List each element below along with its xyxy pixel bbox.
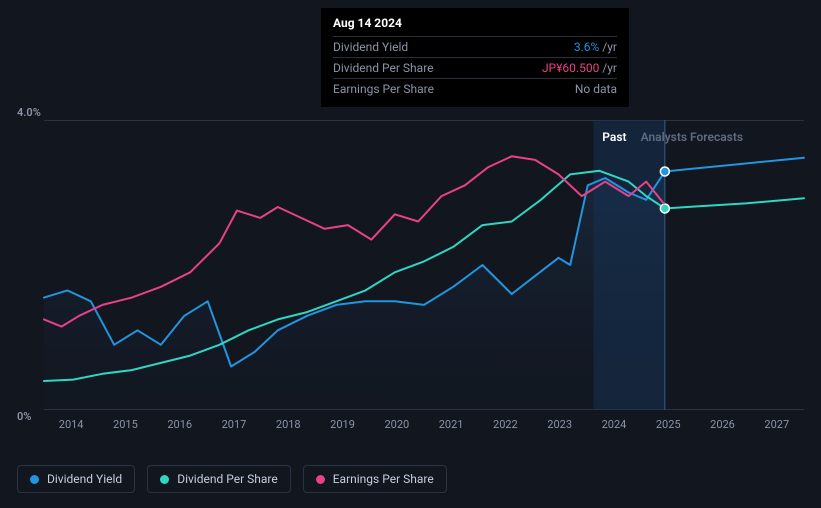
x-axis-label: 2021 xyxy=(424,418,478,436)
y-axis-label: 0% xyxy=(17,410,31,423)
legend-label: Dividend Yield xyxy=(47,472,122,486)
tooltip-row-value: JP¥60.500 /yr xyxy=(542,61,617,75)
legend-dot xyxy=(30,475,39,484)
x-axis-label: 2024 xyxy=(587,418,641,436)
tooltip-row-value: 3.6% /yr xyxy=(574,40,617,54)
chart-container: 4.0%0% Past Analysts Forecasts 201420152… xyxy=(17,106,805,436)
tooltip-row: Dividend Yield 3.6% /yr xyxy=(333,36,617,57)
tooltip-date: Aug 14 2024 xyxy=(333,16,617,30)
x-axis-label: 2018 xyxy=(261,418,315,436)
x-axis-label: 2022 xyxy=(478,418,532,436)
chart-tooltip: Aug 14 2024 Dividend Yield3.6% /yrDivide… xyxy=(321,8,629,107)
x-axis-label: 2025 xyxy=(641,418,695,436)
x-axis-label: 2023 xyxy=(533,418,587,436)
legend-item[interactable]: Earnings Per Share xyxy=(303,465,447,493)
tooltip-row: Earnings Per Share No data xyxy=(333,78,617,99)
x-axis-label: 2016 xyxy=(153,418,207,436)
period-past-label: Past xyxy=(602,130,626,144)
x-axis-label: 2026 xyxy=(695,418,749,436)
tooltip-row-label: Dividend Per Share xyxy=(333,61,434,75)
legend-label: Dividend Per Share xyxy=(177,472,278,486)
tooltip-row: Dividend Per Share JP¥60.500 /yr xyxy=(333,57,617,78)
legend-dot xyxy=(160,475,169,484)
x-axis: 2014201520162017201820192020202120222023… xyxy=(44,418,804,436)
period-forecast-label: Analysts Forecasts xyxy=(641,130,743,144)
legend-item[interactable]: Dividend Per Share xyxy=(147,465,291,493)
tooltip-row-label: Dividend Yield xyxy=(333,40,408,54)
period-labels: Past Analysts Forecasts xyxy=(602,130,743,144)
y-axis-label: 4.0% xyxy=(17,106,41,119)
tooltip-row-label: Earnings Per Share xyxy=(333,82,434,96)
x-axis-label: 2017 xyxy=(207,418,261,436)
x-axis-label: 2020 xyxy=(370,418,424,436)
legend-item[interactable]: Dividend Yield xyxy=(17,465,135,493)
legend-label: Earnings Per Share xyxy=(333,472,434,486)
x-axis-label: 2019 xyxy=(315,418,369,436)
x-axis-label: 2015 xyxy=(98,418,152,436)
legend-dot xyxy=(316,475,325,484)
chart-plot[interactable] xyxy=(44,120,804,410)
x-axis-label: 2014 xyxy=(44,418,98,436)
chart-legend: Dividend Yield Dividend Per Share Earnings… xyxy=(17,465,447,493)
x-axis-label: 2027 xyxy=(750,418,804,436)
tooltip-row-value: No data xyxy=(575,82,617,96)
